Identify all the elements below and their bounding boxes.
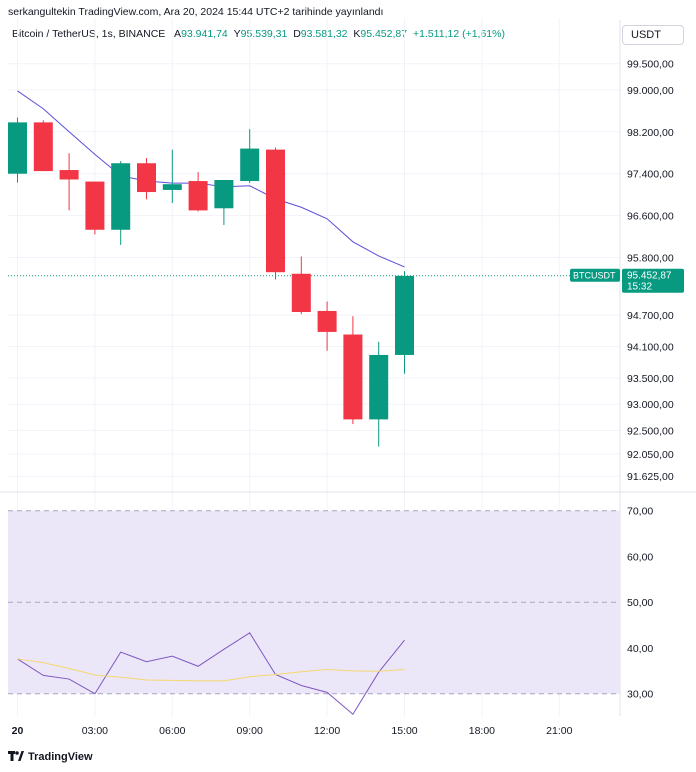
time-tick-label: 18:00	[469, 725, 495, 737]
time-tick-label: 12:00	[314, 725, 340, 737]
candle-body	[33, 122, 53, 172]
symbol-label[interactable]: Bitcoin / TetherUS, 1s, BINANCE	[12, 28, 166, 40]
candle-body	[343, 334, 363, 420]
price-tick-label: 94.100,00	[627, 342, 674, 354]
rsi-tick-label: 60,00	[627, 551, 653, 563]
candle-body	[85, 181, 105, 230]
ma-line	[17, 90, 405, 268]
candle-body	[111, 163, 131, 230]
rsi-tick-label: 40,00	[627, 643, 653, 655]
price-tick-label: 93.000,00	[627, 399, 674, 411]
rsi-tick-label: 70,00	[627, 506, 653, 518]
price-tick-label: 98.200,00	[627, 127, 674, 139]
symbol-tag-bg	[570, 268, 620, 282]
time-tick-label: 09:00	[237, 725, 263, 737]
rsi-tick-label: 30,00	[627, 689, 653, 701]
price-tick-label: 93.500,00	[627, 373, 674, 385]
rsi-tick-label: 50,00	[627, 597, 653, 609]
symbol-tag-label: BTCUSDT	[573, 271, 616, 281]
time-tick-label: 15:00	[391, 725, 417, 737]
candle-body	[8, 122, 27, 174]
candle-body	[369, 354, 389, 420]
time-tick-label: 03:00	[82, 725, 108, 737]
price-tick-label: 96.600,00	[627, 211, 674, 223]
candle-body	[266, 149, 285, 273]
high-label: Y	[233, 28, 241, 40]
price-tick-label: 99.500,00	[627, 59, 674, 71]
price-tick-label: 91.625,00	[627, 471, 674, 483]
price-tick-label: 94.700,00	[627, 310, 674, 322]
candle-body	[240, 148, 260, 182]
open-label: A	[174, 28, 182, 40]
low-label: D	[293, 28, 301, 40]
time-tick-label: 06:00	[159, 725, 185, 737]
candle-body	[317, 310, 337, 332]
price-tag-countdown: 15:32	[627, 282, 652, 293]
time-tick-label: 20	[12, 725, 24, 737]
price-tick-label: 99.000,00	[627, 85, 674, 97]
brand-name: TradingView	[28, 751, 93, 763]
candle-body	[59, 170, 79, 180]
candle-body	[188, 181, 208, 211]
rsi-ma-line	[17, 658, 405, 682]
close-value: 95.452,87	[360, 28, 408, 40]
price-tag-bg	[622, 268, 684, 293]
currency-button[interactable]: USDT	[622, 25, 684, 45]
candle-body	[214, 180, 234, 209]
candle-body	[291, 273, 311, 312]
price-tag-value: 95.452,87	[627, 271, 672, 282]
published-info: serkangultekin TradingView.com, Ara 20, …	[8, 6, 384, 18]
tradingview-logo-icon	[8, 750, 24, 764]
candle-body	[137, 163, 156, 193]
price-tick-label: 97.400,00	[627, 169, 674, 181]
candle-body	[162, 184, 182, 190]
low-value: 93.581,32	[300, 28, 348, 40]
price-tick-label: 92.050,00	[627, 449, 674, 461]
close-label: K	[353, 28, 361, 40]
price-tick-label: 95.800,00	[627, 253, 674, 265]
footer-brand: TradingView	[8, 750, 93, 764]
time-tick-label: 21:00	[546, 725, 572, 737]
high-value: 95.539,31	[240, 28, 288, 40]
candle-body	[395, 275, 414, 355]
price-tick-label: 92.500,00	[627, 425, 674, 437]
rsi-line	[17, 632, 405, 716]
open-value: 93.941,74	[181, 28, 228, 40]
